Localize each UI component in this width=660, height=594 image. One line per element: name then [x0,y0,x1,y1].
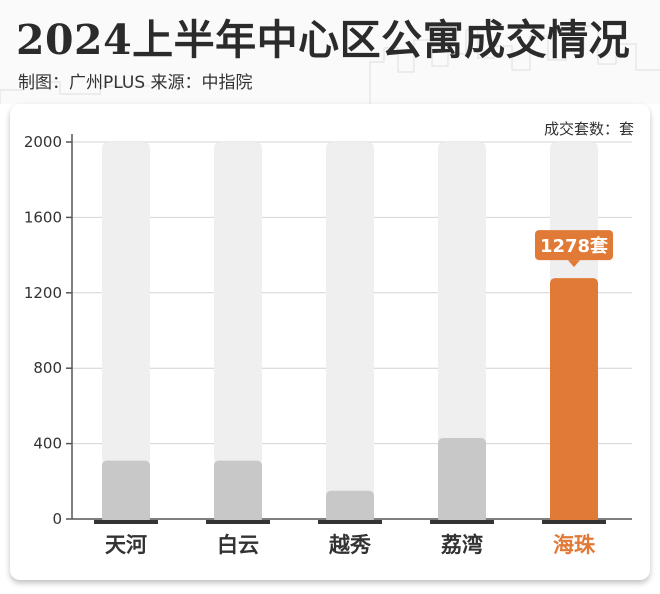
bar-track [102,142,150,519]
source-caption: 制图：广州PLUS 来源：中指院 [18,73,253,93]
bar [326,490,374,523]
y-tick-label: 0 [52,510,62,528]
bar-track [326,142,374,519]
bar [214,460,262,523]
x-tick-label: 天河 [105,533,147,557]
x-tick-label: 海珠 [553,533,596,557]
skyline-decoration [0,25,660,104]
bar-track [438,142,486,519]
y-tick-label: 2000 [24,133,62,151]
x-tick-label: 荔湾 [441,533,483,557]
page-title: 2024上半年中心区公寓成交情况 [16,16,631,64]
data-label: 1278套 [540,235,608,257]
unit-label: 成交套数：套 [544,120,634,138]
y-tick-label: 400 [33,435,62,453]
y-tick-label: 800 [33,359,62,377]
x-tick-label: 白云 [217,533,259,557]
chart-card: 成交套数：套 0 400 800 1200 1600 2000 天河 白云 越秀 荔湾 海珠 1278套 [10,104,650,580]
header: 2024上半年中心区公寓成交情况 制图：广州PLUS 来源：中指院 [0,0,660,104]
bar-track [214,142,262,519]
y-tick-label: 1200 [24,284,62,302]
data-label-pointer [568,260,580,268]
bar-chart: 成交套数：套 0 400 800 1200 1600 2000 天河 白云 越秀 荔湾 海珠 1278套 [24,120,634,557]
x-tick-label: 越秀 [328,533,371,557]
bar [102,460,150,523]
data-label-box [535,230,613,261]
bar [438,437,486,523]
y-tick-label: 1600 [24,208,62,226]
bar [550,278,598,523]
